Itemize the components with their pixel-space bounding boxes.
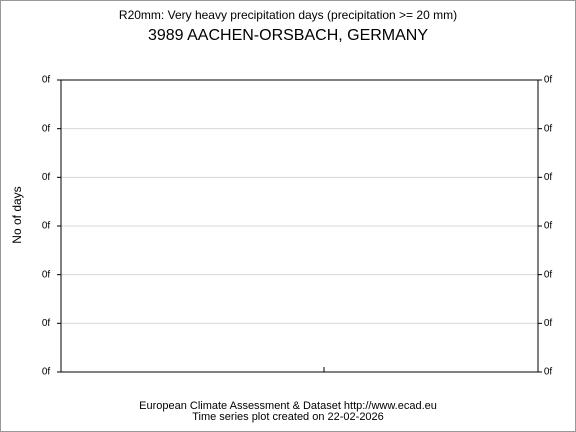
y-tick-label: 0f bbox=[42, 123, 51, 134]
footer: Time series plot created on 22-02-2026 bbox=[192, 411, 384, 423]
footer: European Climate Assessment & Dataset ht… bbox=[139, 400, 437, 412]
y-tick-label: 0f bbox=[544, 221, 553, 232]
y-tick-label: 0f bbox=[42, 269, 51, 280]
y-tick-label: 0f bbox=[544, 318, 553, 329]
plot-area bbox=[60, 79, 539, 373]
y-tick-label: 0f bbox=[42, 221, 51, 232]
y-tick-label: 0f bbox=[42, 172, 51, 183]
y-tick-label: 0f bbox=[42, 318, 51, 329]
y-axis-label: No of days bbox=[10, 186, 24, 243]
y-tick-label: 0f bbox=[42, 367, 51, 378]
chart-subtitle: 3989 AACHEN-ORSBACH, GERMANY bbox=[148, 27, 428, 44]
y-tick-label: 0f bbox=[544, 75, 553, 86]
y-tick-label: 0f bbox=[544, 367, 553, 378]
y-tick-label: 0f bbox=[544, 123, 553, 134]
y-tick-label: 0f bbox=[544, 172, 553, 183]
y-tick-label: 0f bbox=[544, 269, 553, 280]
y-tick-label: 0f bbox=[42, 75, 51, 86]
chart-title: R20mm: Very heavy precipitation days (pr… bbox=[119, 8, 457, 22]
